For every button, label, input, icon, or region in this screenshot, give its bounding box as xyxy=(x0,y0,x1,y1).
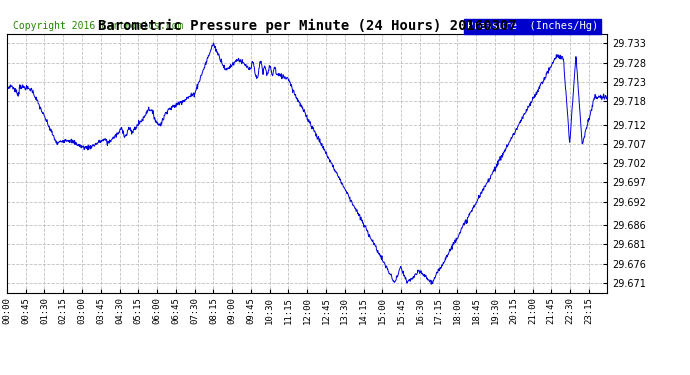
Text: Copyright 2016 Cartronics.com: Copyright 2016 Cartronics.com xyxy=(13,21,184,31)
Text: Pressure  (Inches/Hg): Pressure (Inches/Hg) xyxy=(467,21,598,31)
Title: Barometric Pressure per Minute (24 Hours) 20160307: Barometric Pressure per Minute (24 Hours… xyxy=(98,18,516,33)
